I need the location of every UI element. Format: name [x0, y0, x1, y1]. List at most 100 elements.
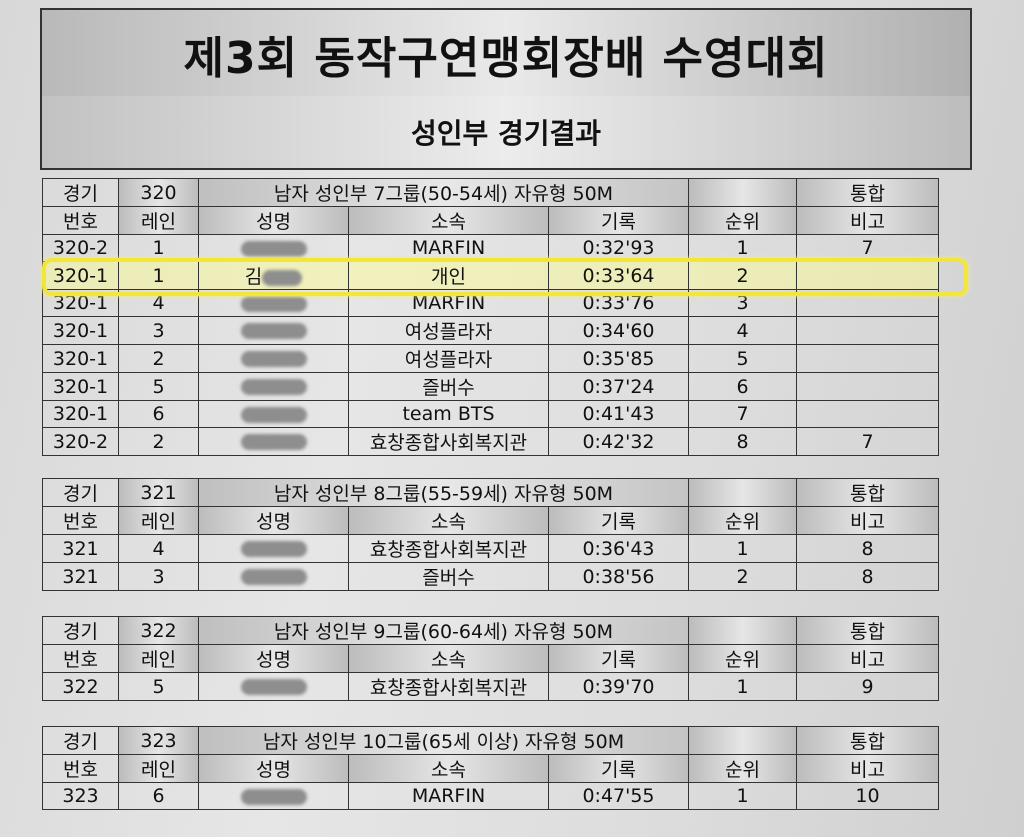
lane-cell: 6 [118, 400, 199, 428]
record-header: 기록 [548, 206, 689, 235]
record-cell: 0:47'55 [548, 782, 689, 810]
redaction-blur [240, 788, 307, 805]
event-no-label: 경기 [42, 616, 119, 645]
event-cell: 323 [42, 782, 119, 810]
redaction-blur [262, 269, 303, 286]
lane-cell: 2 [118, 344, 199, 373]
name-header: 성명 [198, 506, 349, 535]
lane-cell: 4 [118, 534, 199, 563]
remark-cell: 7 [796, 234, 939, 262]
event-description: 남자 성인부 9그룹(60-64세) 자유형 50M [198, 616, 689, 645]
team-cell: 효창종합사회복지관 [348, 534, 549, 563]
event-number: 320 [118, 178, 199, 207]
rank-cell: 1 [688, 782, 797, 810]
lane-cell: 4 [118, 289, 199, 317]
remark-header: 비고 [796, 644, 939, 673]
event-cell: 320-2 [42, 427, 119, 456]
name-cell-redacted [198, 289, 349, 317]
event-cell: 321 [42, 534, 119, 563]
remark-cell [796, 400, 939, 428]
rank-header: 순위 [688, 644, 797, 673]
name-cell-redacted [198, 562, 349, 591]
record-cell: 0:39'70 [548, 672, 689, 701]
rank-cell: 3 [688, 289, 797, 317]
team-header: 소속 [348, 754, 549, 783]
lane-header: 레인 [118, 644, 199, 673]
record-cell: 0:33'64 [548, 261, 689, 290]
event-description: 남자 성인부 7그룹(50-54세) 자유형 50M [198, 178, 689, 207]
event-cell: 320-1 [42, 400, 119, 428]
rank-cell: 4 [688, 316, 797, 345]
table-row: 320-2 1 MARFIN 0:32'93 1 7 [42, 234, 939, 262]
record-cell: 0:33'76 [548, 289, 689, 317]
team-cell: 즐버수 [348, 562, 549, 591]
team-cell: 즐버수 [348, 372, 549, 401]
team-cell: 여성플라자 [348, 316, 549, 345]
column-header-row: 번호 레인 성명 소속 기록 순위 비고 [42, 206, 939, 235]
table-row: 320-1 2 여성플라자 0:35'85 5 [42, 344, 939, 373]
event-no-label-2: 번호 [42, 506, 119, 535]
redaction-blur [240, 406, 307, 423]
lane-header: 레인 [118, 206, 199, 235]
remark-cell [796, 372, 939, 401]
column-header-row: 번호 레인 성명 소속 기록 순위 비고 [42, 506, 939, 535]
name-visible-char: 김 [244, 266, 263, 288]
remark-header: 비고 [796, 206, 939, 235]
combined-label: 통합 [796, 178, 939, 207]
table-row: 322 5 효창종합사회복지관 0:39'70 1 9 [42, 672, 939, 701]
record-header: 기록 [548, 644, 689, 673]
redaction-blur [240, 679, 307, 695]
redaction-blur [240, 379, 307, 395]
blank-cell [688, 478, 797, 507]
table-row: 320-1 3 여성플라자 0:34'60 4 [42, 316, 939, 345]
team-header: 소속 [348, 644, 549, 673]
rank-cell: 1 [688, 672, 797, 701]
team-cell: 여성플라자 [348, 344, 549, 373]
event-cell: 320-1 [42, 289, 119, 317]
remark-cell [796, 261, 939, 290]
name-cell-redacted [198, 534, 349, 563]
record-header: 기록 [548, 506, 689, 535]
redaction-blur [240, 541, 307, 557]
table-row: 323 6 MARFIN 0:47'55 1 10 [42, 782, 939, 810]
event-no-label-2: 번호 [42, 644, 119, 673]
team-cell: team BTS [348, 400, 549, 428]
lane-cell: 5 [118, 672, 199, 701]
event-no-label: 경기 [42, 726, 119, 755]
rank-cell: 2 [688, 562, 797, 591]
event-cell: 320-1 [42, 372, 119, 401]
event-header-row: 경기 322 남자 성인부 9그룹(60-64세) 자유형 50M 통합 [42, 616, 939, 645]
combined-label: 통합 [796, 726, 939, 755]
rank-cell: 2 [688, 261, 797, 290]
name-cell-redacted [198, 427, 349, 456]
redaction-blur [240, 351, 307, 367]
column-header-row: 번호 레인 성명 소속 기록 순위 비고 [42, 644, 939, 673]
event-table-323: 경기 323 남자 성인부 10그룹(65세 이상) 자유형 50M 통합 번호… [42, 726, 939, 810]
record-cell: 0:32'93 [548, 234, 689, 262]
blank-cell [688, 616, 797, 645]
remark-header: 비고 [796, 506, 939, 535]
record-header: 기록 [548, 754, 689, 783]
team-cell: 효창종합사회복지관 [348, 427, 549, 456]
lane-cell: 3 [118, 562, 199, 591]
remark-cell: 8 [796, 534, 939, 563]
event-no-label-2: 번호 [42, 206, 119, 235]
remark-cell [796, 289, 939, 317]
blank-cell [688, 178, 797, 207]
redaction-blur [240, 240, 307, 257]
rank-cell: 6 [688, 372, 797, 401]
record-cell: 0:38'56 [548, 562, 689, 591]
team-header: 소속 [348, 506, 549, 535]
name-header: 성명 [198, 644, 349, 673]
event-no-label-2: 번호 [42, 754, 119, 783]
lane-header: 레인 [118, 754, 199, 783]
page-subtitle: 성인부 경기결과 [40, 96, 972, 170]
event-header-row: 경기 320 남자 성인부 7그룹(50-54세) 자유형 50M 통합 [42, 178, 939, 207]
lane-cell: 6 [118, 782, 199, 810]
event-number: 321 [118, 478, 199, 507]
table-row-highlighted: 320-1 1 김 개인 0:33'64 2 [42, 261, 939, 290]
redaction-blur [240, 569, 307, 585]
team-cell: MARFIN [348, 289, 549, 317]
event-number: 322 [118, 616, 199, 645]
event-header-row: 경기 321 남자 성인부 8그룹(55-59세) 자유형 50M 통합 [42, 478, 939, 507]
